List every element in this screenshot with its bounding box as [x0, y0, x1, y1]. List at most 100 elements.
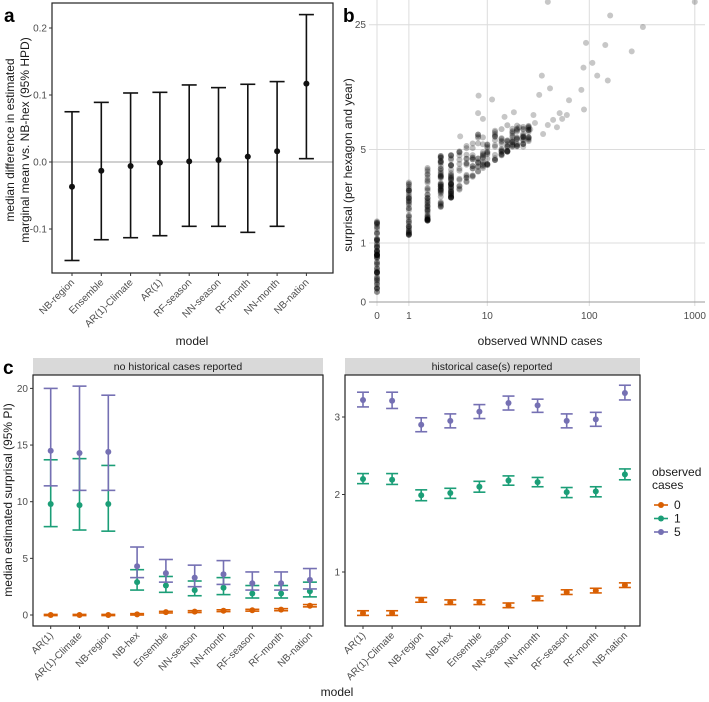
scatter-point [405, 231, 412, 238]
scatter-point [456, 148, 463, 155]
scatter-point [437, 183, 444, 190]
scatter-point [374, 252, 380, 259]
y-tick-label: 0.1 [33, 91, 47, 102]
scatter-point [405, 193, 412, 200]
scatter-point [374, 255, 380, 262]
scatter-point [424, 195, 431, 202]
y-tick-label: 0.2 [33, 24, 47, 35]
scatter-point [424, 187, 431, 194]
scatter-point [405, 195, 412, 202]
scatter-point [520, 126, 527, 133]
errorbar-0-NN-month-point [220, 607, 227, 614]
scatter-point [405, 216, 412, 223]
scatter-point [437, 183, 444, 190]
scatter-point [424, 214, 431, 221]
scatter-point [540, 131, 547, 138]
scatter-point [448, 184, 455, 191]
scatter-point [374, 237, 380, 244]
y-tick-label: 10 [17, 497, 29, 508]
scatter-point [448, 180, 455, 187]
scatter-point [448, 170, 455, 177]
plot-frame [32, 374, 324, 627]
errorbar-NB-nation-point [303, 80, 310, 87]
scatter-point [374, 259, 380, 266]
scatter-point [437, 202, 444, 209]
scatter-point [437, 180, 444, 187]
scatter-point [556, 110, 563, 117]
scatter-point [520, 133, 527, 140]
scatter-point [498, 148, 505, 155]
scatter-point [504, 147, 511, 154]
scatter-point [509, 132, 516, 139]
scatter-point [374, 221, 380, 228]
scatter-point [448, 162, 455, 169]
scatter-point [374, 219, 380, 226]
scatter-point [405, 218, 412, 225]
scatter-point [448, 188, 455, 195]
scatter-point [498, 147, 505, 154]
scatter-point [484, 148, 491, 155]
scatter-point [456, 160, 463, 167]
scatter-point [424, 178, 431, 185]
scatter-point [424, 176, 431, 183]
scatter-point [405, 183, 412, 190]
errorbar-0-NN-month-point [534, 595, 541, 602]
scatter-point [509, 143, 516, 150]
scatter-point [504, 148, 511, 155]
scatter-point [510, 109, 517, 116]
scatter-point [374, 279, 380, 286]
scatter-point [469, 154, 476, 161]
scatter-point [484, 141, 491, 148]
scatter-point [437, 154, 444, 161]
scatter-point [479, 161, 486, 168]
scatter-point [448, 193, 455, 200]
scatter-point [580, 64, 587, 71]
scatter-point [498, 147, 505, 154]
errorbar-NN-season-point [215, 156, 222, 163]
scatter-point [424, 168, 431, 175]
scatter-point [374, 285, 380, 292]
scatter-point [437, 154, 444, 161]
scatter-point [516, 124, 523, 131]
scatter-point [437, 153, 444, 160]
scatter-point [479, 150, 486, 157]
scatter-point [463, 174, 470, 181]
scatter-point [448, 155, 455, 162]
errorbar-1-NB-region-point [418, 492, 425, 499]
scatter-point [437, 186, 444, 193]
y-tick-label: 15 [17, 441, 29, 452]
legend-item-label: 1 [674, 512, 681, 526]
y-tick-label: -0.1 [30, 225, 48, 236]
scatter-point [509, 139, 516, 146]
errorbar-AR(1)-Climate-point [127, 163, 134, 170]
plot-frame [51, 2, 334, 274]
scatter-point [374, 240, 380, 247]
scatter-point [448, 193, 455, 200]
scatter-point [424, 179, 431, 186]
x-tick-label: 1 [406, 311, 412, 322]
scatter-point [509, 134, 516, 141]
errorbar-0-Ensemble-point [476, 599, 483, 606]
scatter-point [520, 133, 527, 140]
scatter-point [437, 203, 444, 210]
scatter-point [374, 265, 380, 272]
scatter-point [405, 198, 412, 205]
scatter-point [405, 201, 412, 208]
scatter-point [457, 133, 464, 140]
scatter-point [437, 170, 444, 177]
errorbar-1-NN-month-point [534, 479, 541, 486]
x-tick-label: 100 [581, 311, 598, 322]
scatter-point [475, 155, 482, 162]
scatter-point [484, 149, 491, 156]
scatter-point [520, 123, 527, 130]
scatter-point [448, 178, 455, 185]
scatter-point [374, 253, 380, 260]
scatter-point [484, 145, 491, 152]
scatter-point [437, 188, 444, 195]
scatter-point [405, 223, 412, 230]
errorbar-NN-month-point [274, 148, 281, 155]
scatter-point [520, 140, 527, 147]
scatter-point [520, 141, 527, 148]
scatter-point [437, 174, 444, 181]
scatter-point [491, 133, 498, 140]
